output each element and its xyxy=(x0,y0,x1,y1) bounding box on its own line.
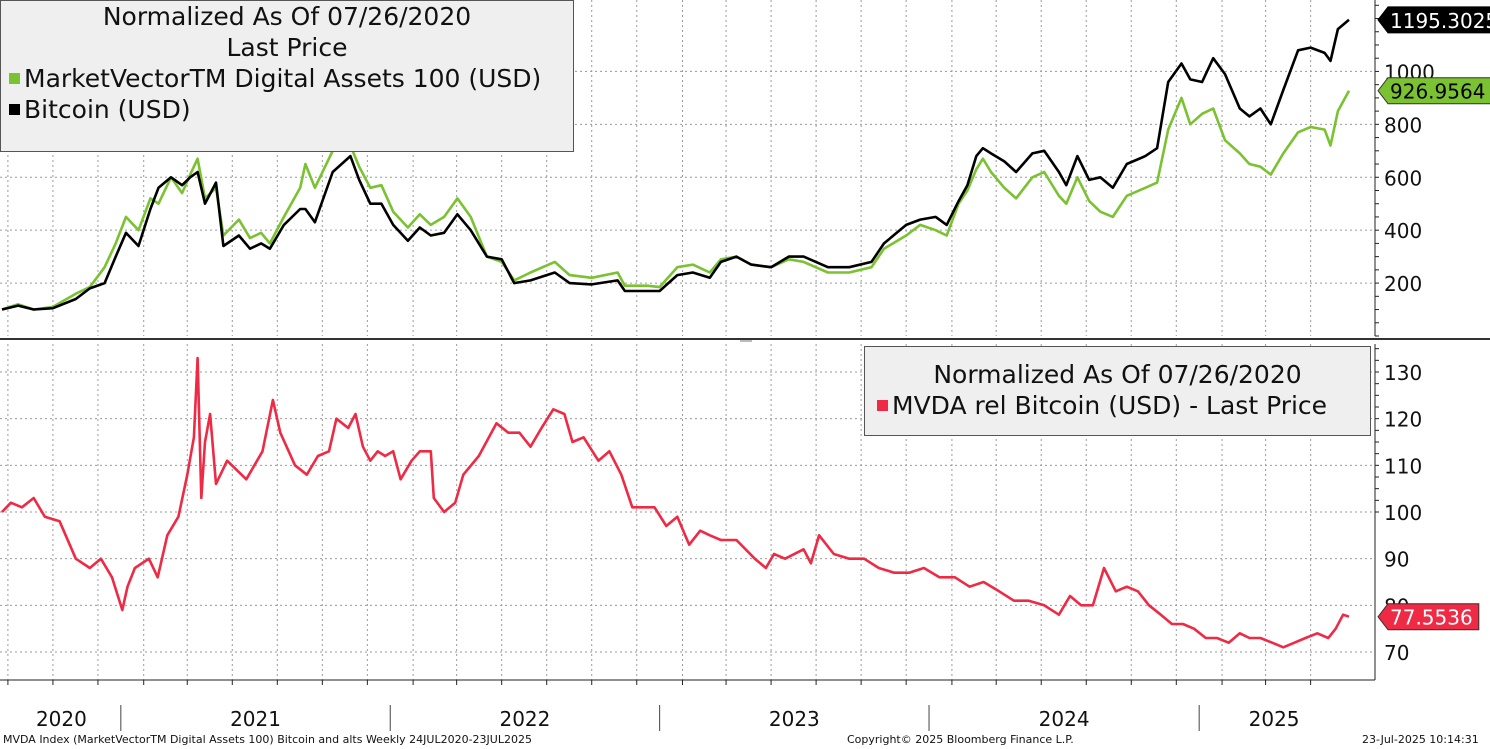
legend-label-relative: MVDA rel Bitcoin (USD) - Last Price xyxy=(892,391,1328,420)
legend-bottom-title: Normalized As Of 07/26/2020 xyxy=(933,360,1302,389)
y-tick-label: 200 xyxy=(1384,272,1422,296)
last-value-badge xyxy=(1377,603,1480,631)
x-tick-label: 2023 xyxy=(769,707,820,731)
last-value-text: 77.5536 xyxy=(1390,606,1473,630)
top-panel-legend: Normalized As Of 07/26/2020 Last Price M… xyxy=(0,0,574,152)
y-tick-label: 600 xyxy=(1384,166,1422,190)
bottom-panel-legend: Normalized As Of 07/26/2020 MVDA rel Bit… xyxy=(864,346,1371,436)
y-tick-label: 70 xyxy=(1384,641,1409,665)
x-tick-label: 2022 xyxy=(499,707,550,731)
legend-swatch-bitcoin xyxy=(9,103,20,115)
legend-label-mvda: MarketVectorTM Digital Assets 100 (USD) xyxy=(24,64,542,93)
legend-entry-relative: MVDA rel Bitcoin (USD) - Last Price xyxy=(865,390,1370,421)
x-tick-label: 2024 xyxy=(1039,707,1090,731)
legend-top-title: Normalized As Of 07/26/2020 xyxy=(102,2,472,31)
last-value-text: 926.9564 xyxy=(1390,80,1485,104)
y-tick-label: 800 xyxy=(1384,113,1422,137)
legend-label-bitcoin: Bitcoin (USD) xyxy=(24,95,191,124)
y-tick-label: 120 xyxy=(1384,408,1422,432)
x-tick-label: 2021 xyxy=(230,707,281,731)
series-line xyxy=(1,356,1350,649)
y-tick-label: 400 xyxy=(1384,219,1422,243)
legend-swatch-mvda xyxy=(9,72,20,84)
y-tick-label: 110 xyxy=(1384,454,1422,478)
footer-timestamp: 23-Jul-2025 10:14:31 xyxy=(1362,733,1479,746)
last-value-badge xyxy=(1377,77,1490,105)
legend-entry-bitcoin: Bitcoin (USD) xyxy=(1,94,573,125)
y-tick-label: 90 xyxy=(1384,548,1409,572)
footer-copyright: Copyright© 2025 Bloomberg Finance L.P. xyxy=(847,733,1074,746)
y-tick-label: 100 xyxy=(1384,501,1422,525)
y-tick-label: 130 xyxy=(1384,361,1422,385)
legend-swatch-relative xyxy=(877,399,888,411)
last-value-text: 1195.3025 xyxy=(1390,9,1490,33)
series-line xyxy=(1,18,1350,311)
x-tick-label: 2020 xyxy=(36,707,87,731)
series-line xyxy=(1,90,1351,311)
legend-entry-mvda: MarketVectorTM Digital Assets 100 (USD) xyxy=(1,63,573,94)
axes: 2004006008001000708090100110120130202020… xyxy=(0,0,1490,731)
x-tick-label: 2025 xyxy=(1249,707,1300,731)
last-value-labels: 1195.3025 926.9564 77.5536 xyxy=(1377,6,1490,631)
series xyxy=(1,18,1351,649)
last-value-badge xyxy=(1377,6,1490,34)
legend-top-subtitle: Last Price xyxy=(226,33,348,62)
footer-description: MVDA Index (MarketVectorTM Digital Asset… xyxy=(3,733,532,746)
